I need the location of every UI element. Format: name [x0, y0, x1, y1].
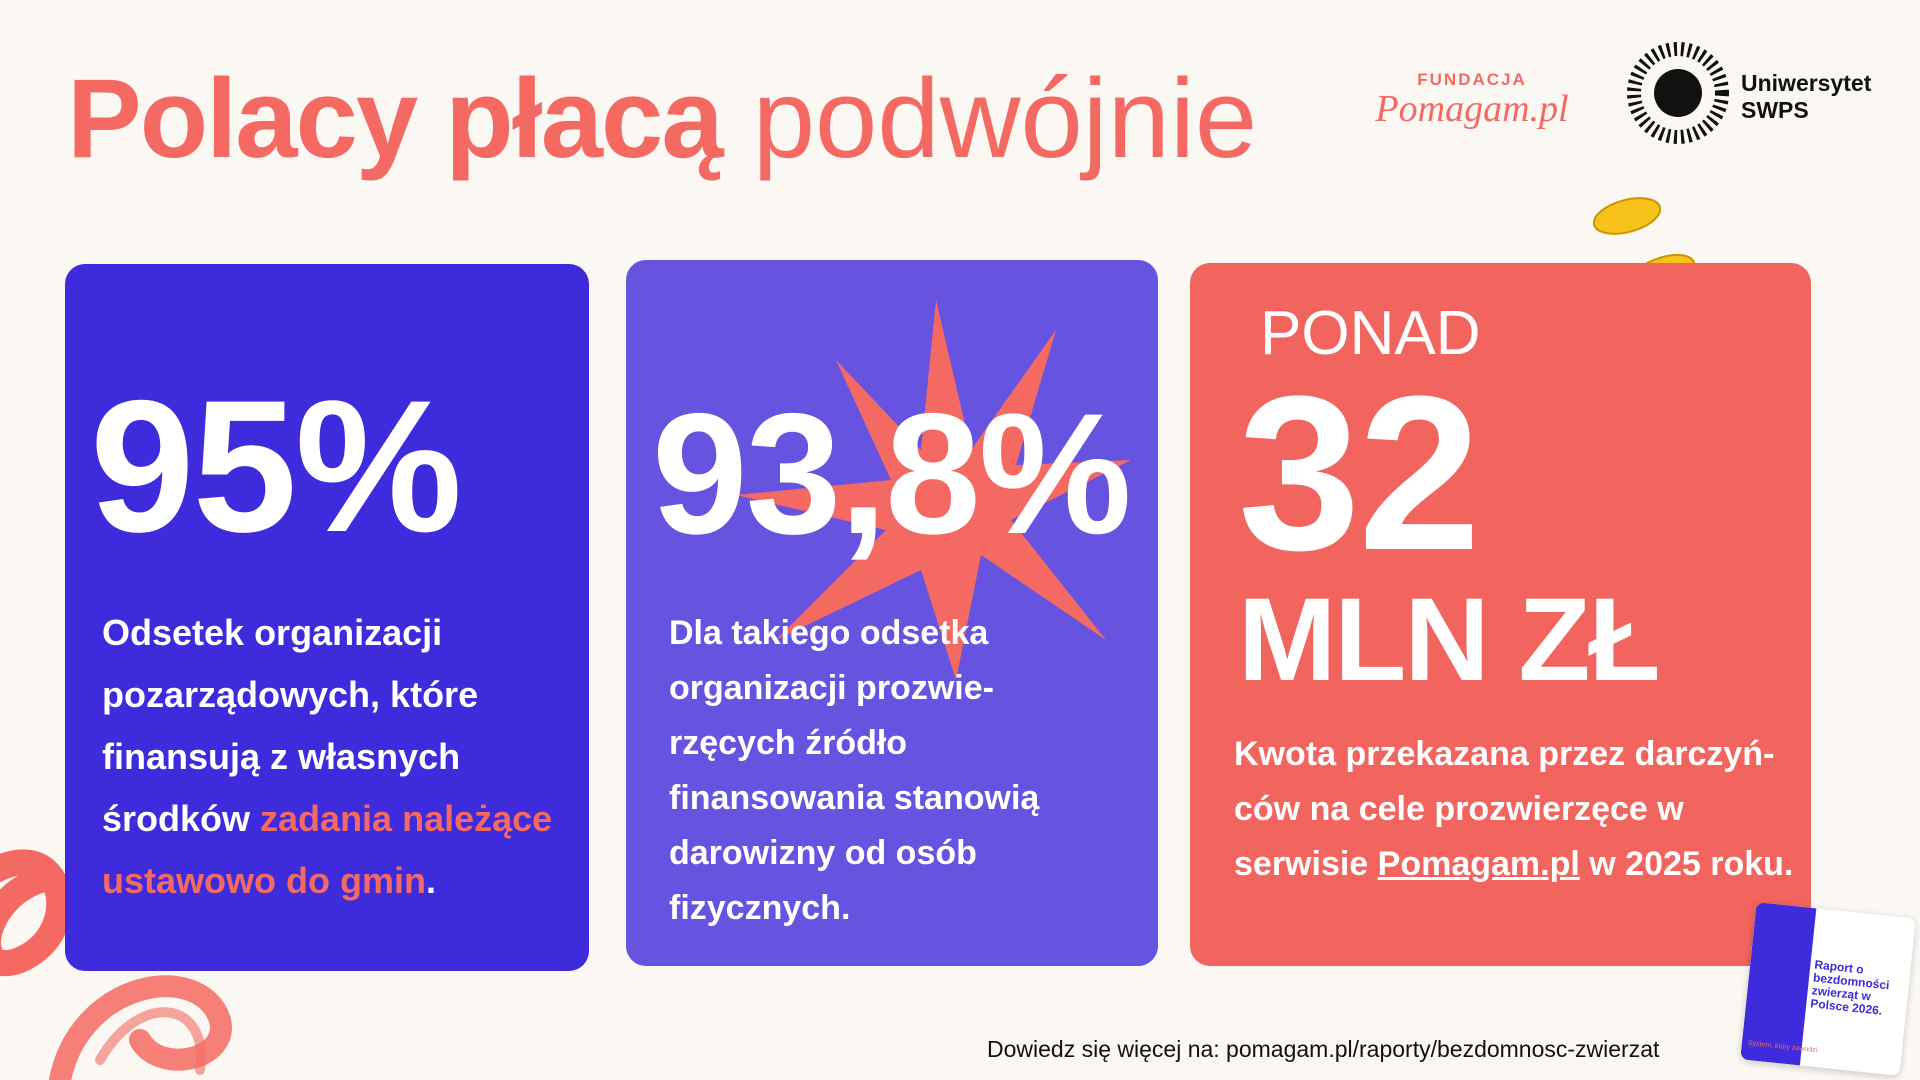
card-text: Odsetek organizacji pozarządowych, które…	[102, 602, 562, 912]
stat: 95%	[90, 361, 462, 571]
text: Odsetek organizacji pozarządowych, które…	[102, 612, 479, 839]
logo-pomagam: Pomagam.pl	[1375, 88, 1569, 130]
starburst	[736, 300, 1131, 680]
stat-prefix: PONAD	[1260, 299, 1481, 368]
title-bold: Polacy płacą	[67, 56, 724, 181]
highlight: zadania nale­żące ustawowo do gmin	[102, 798, 553, 901]
link[interactable]: Pomagam.pl	[1377, 845, 1580, 883]
card: PONAD 32 MLN ZŁ Kwota przekazana przez d…	[1190, 263, 1811, 966]
footer: Dowiedz się więcej na: pomagam.pl/raport…	[987, 1036, 1660, 1062]
university-line: Uniwersytet	[1741, 70, 1872, 96]
card-text: Kwota przekazana przez darczyń­ców na ce…	[1234, 727, 1800, 892]
logo-fundacja: FUNDACJA	[1417, 70, 1527, 89]
text-end: w 2025 roku.	[1579, 845, 1794, 883]
text-end: .	[425, 860, 436, 901]
pomagam-logo: FUNDACJA Pomagam.pl	[1372, 70, 1572, 128]
stat: 32	[1238, 350, 1481, 596]
title-light: podwójnie	[752, 56, 1258, 181]
title: Polacy płacą podwójnie	[67, 52, 1257, 186]
thumb-title: Raport o bezdomności zwierząt w Polsce 2…	[1809, 957, 1891, 1018]
card: 95% Odsetek organizacji pozarządowych, k…	[65, 264, 589, 971]
university-logo: Uniwersytet SWPS	[1741, 70, 1871, 124]
text: Kwota przekazana przez darczyń­ców na ce…	[1234, 735, 1775, 883]
swps-logo	[1627, 42, 1729, 144]
report-thumbnail: Raport o bezdomności zwierząt w Polsce 2…	[1740, 902, 1916, 1076]
scribble	[0, 849, 232, 1080]
university-line: SWPS	[1741, 97, 1809, 123]
card: 93,8% Dla takiego odsetka organizacji pr…	[626, 260, 1158, 966]
card-text: Dla takiego odsetka organizacji prozwie­…	[669, 614, 1040, 927]
stat-unit: MLN ZŁ	[1238, 574, 1661, 706]
stat: 93,8%	[652, 378, 1132, 570]
